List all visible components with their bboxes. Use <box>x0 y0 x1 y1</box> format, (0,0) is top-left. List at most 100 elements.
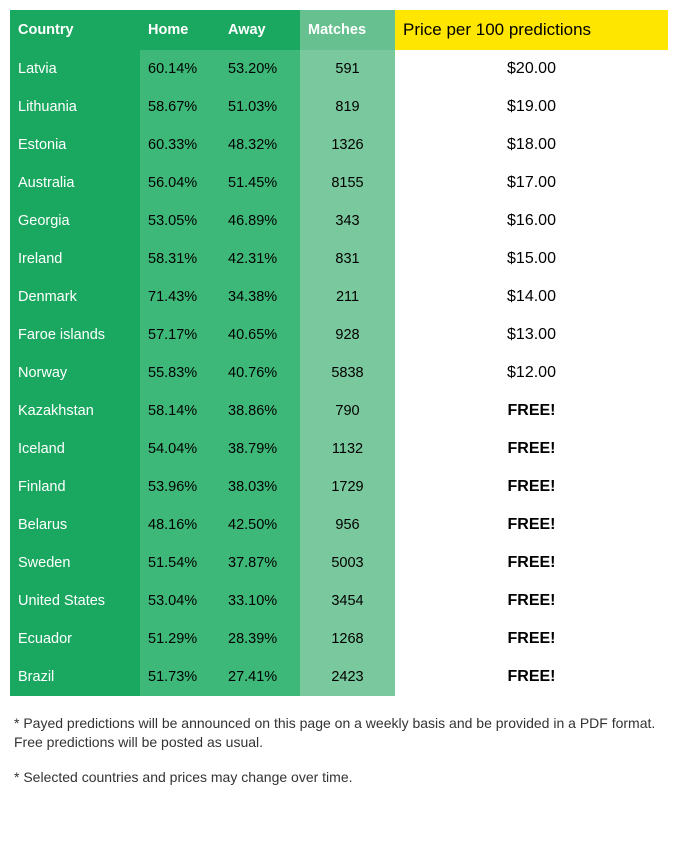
cell-away: 40.65% <box>220 316 300 354</box>
cell-country: Belarus <box>10 506 140 544</box>
cell-away: 48.32% <box>220 126 300 164</box>
cell-home: 60.14% <box>140 50 220 88</box>
cell-away: 38.86% <box>220 392 300 430</box>
cell-country: Denmark <box>10 278 140 316</box>
cell-away: 33.10% <box>220 582 300 620</box>
cell-price: FREE! <box>395 430 668 468</box>
footnotes: * Payed predictions will be announced on… <box>10 714 668 787</box>
cell-matches: 1132 <box>300 430 395 468</box>
cell-home: 53.04% <box>140 582 220 620</box>
cell-away: 42.50% <box>220 506 300 544</box>
cell-country: Latvia <box>10 50 140 88</box>
cell-country: Ireland <box>10 240 140 278</box>
cell-country: Iceland <box>10 430 140 468</box>
cell-matches: 790 <box>300 392 395 430</box>
cell-home: 51.73% <box>140 658 220 696</box>
cell-home: 58.14% <box>140 392 220 430</box>
cell-matches: 819 <box>300 88 395 126</box>
th-home: Home <box>140 10 220 50</box>
cell-home: 57.17% <box>140 316 220 354</box>
table-row: Estonia60.33%48.32%1326$18.00 <box>10 126 668 164</box>
cell-country: Faroe islands <box>10 316 140 354</box>
cell-matches: 956 <box>300 506 395 544</box>
cell-country: United States <box>10 582 140 620</box>
cell-home: 58.67% <box>140 88 220 126</box>
cell-country: Finland <box>10 468 140 506</box>
cell-home: 56.04% <box>140 164 220 202</box>
th-price: Price per 100 predictions <box>395 10 668 50</box>
cell-price: FREE! <box>395 506 668 544</box>
cell-country: Australia <box>10 164 140 202</box>
cell-country: Georgia <box>10 202 140 240</box>
table-row: Lithuania58.67%51.03%819$19.00 <box>10 88 668 126</box>
cell-matches: 5003 <box>300 544 395 582</box>
cell-price: FREE! <box>395 658 668 696</box>
table-row: Norway55.83%40.76%5838$12.00 <box>10 354 668 392</box>
cell-away: 46.89% <box>220 202 300 240</box>
cell-price: $14.00 <box>395 278 668 316</box>
cell-matches: 1326 <box>300 126 395 164</box>
footnote-1: * Payed predictions will be announced on… <box>14 714 664 752</box>
cell-price: $19.00 <box>395 88 668 126</box>
cell-home: 55.83% <box>140 354 220 392</box>
cell-home: 54.04% <box>140 430 220 468</box>
cell-country: Brazil <box>10 658 140 696</box>
cell-country: Estonia <box>10 126 140 164</box>
cell-home: 71.43% <box>140 278 220 316</box>
cell-price: $16.00 <box>395 202 668 240</box>
cell-matches: 5838 <box>300 354 395 392</box>
table-row: Ecuador51.29%28.39%1268FREE! <box>10 620 668 658</box>
cell-away: 53.20% <box>220 50 300 88</box>
cell-away: 51.03% <box>220 88 300 126</box>
cell-country: Kazakhstan <box>10 392 140 430</box>
table-row: Australia56.04%51.45%8155$17.00 <box>10 164 668 202</box>
cell-home: 53.05% <box>140 202 220 240</box>
cell-country: Ecuador <box>10 620 140 658</box>
table-row: United States53.04%33.10%3454FREE! <box>10 582 668 620</box>
cell-away: 42.31% <box>220 240 300 278</box>
cell-country: Sweden <box>10 544 140 582</box>
cell-price: FREE! <box>395 392 668 430</box>
table-row: Iceland54.04%38.79%1132FREE! <box>10 430 668 468</box>
table-row: Finland53.96%38.03%1729FREE! <box>10 468 668 506</box>
cell-country: Lithuania <box>10 88 140 126</box>
cell-price: FREE! <box>395 468 668 506</box>
cell-away: 40.76% <box>220 354 300 392</box>
table-row: Ireland58.31%42.31%831$15.00 <box>10 240 668 278</box>
cell-price: FREE! <box>395 620 668 658</box>
cell-price: $20.00 <box>395 50 668 88</box>
cell-price: $17.00 <box>395 164 668 202</box>
cell-price: $12.00 <box>395 354 668 392</box>
table-row: Sweden51.54%37.87%5003FREE! <box>10 544 668 582</box>
cell-away: 27.41% <box>220 658 300 696</box>
table-row: Brazil51.73%27.41%2423FREE! <box>10 658 668 696</box>
cell-home: 53.96% <box>140 468 220 506</box>
th-matches: Matches <box>300 10 395 50</box>
cell-away: 28.39% <box>220 620 300 658</box>
footnote-2: * Selected countries and prices may chan… <box>14 768 664 787</box>
cell-away: 38.79% <box>220 430 300 468</box>
table-row: Kazakhstan58.14%38.86%790FREE! <box>10 392 668 430</box>
table-row: Denmark71.43%34.38%211$14.00 <box>10 278 668 316</box>
cell-home: 51.54% <box>140 544 220 582</box>
cell-away: 34.38% <box>220 278 300 316</box>
cell-price: $13.00 <box>395 316 668 354</box>
cell-away: 51.45% <box>220 164 300 202</box>
cell-matches: 3454 <box>300 582 395 620</box>
cell-away: 38.03% <box>220 468 300 506</box>
cell-home: 48.16% <box>140 506 220 544</box>
cell-home: 51.29% <box>140 620 220 658</box>
cell-matches: 1268 <box>300 620 395 658</box>
cell-home: 58.31% <box>140 240 220 278</box>
cell-away: 37.87% <box>220 544 300 582</box>
cell-matches: 831 <box>300 240 395 278</box>
cell-price: $15.00 <box>395 240 668 278</box>
cell-matches: 8155 <box>300 164 395 202</box>
table-row: Faroe islands57.17%40.65%928$13.00 <box>10 316 668 354</box>
cell-country: Norway <box>10 354 140 392</box>
table-row: Georgia53.05%46.89%343$16.00 <box>10 202 668 240</box>
table-row: Belarus48.16%42.50%956FREE! <box>10 506 668 544</box>
cell-price: FREE! <box>395 544 668 582</box>
cell-home: 60.33% <box>140 126 220 164</box>
cell-matches: 928 <box>300 316 395 354</box>
